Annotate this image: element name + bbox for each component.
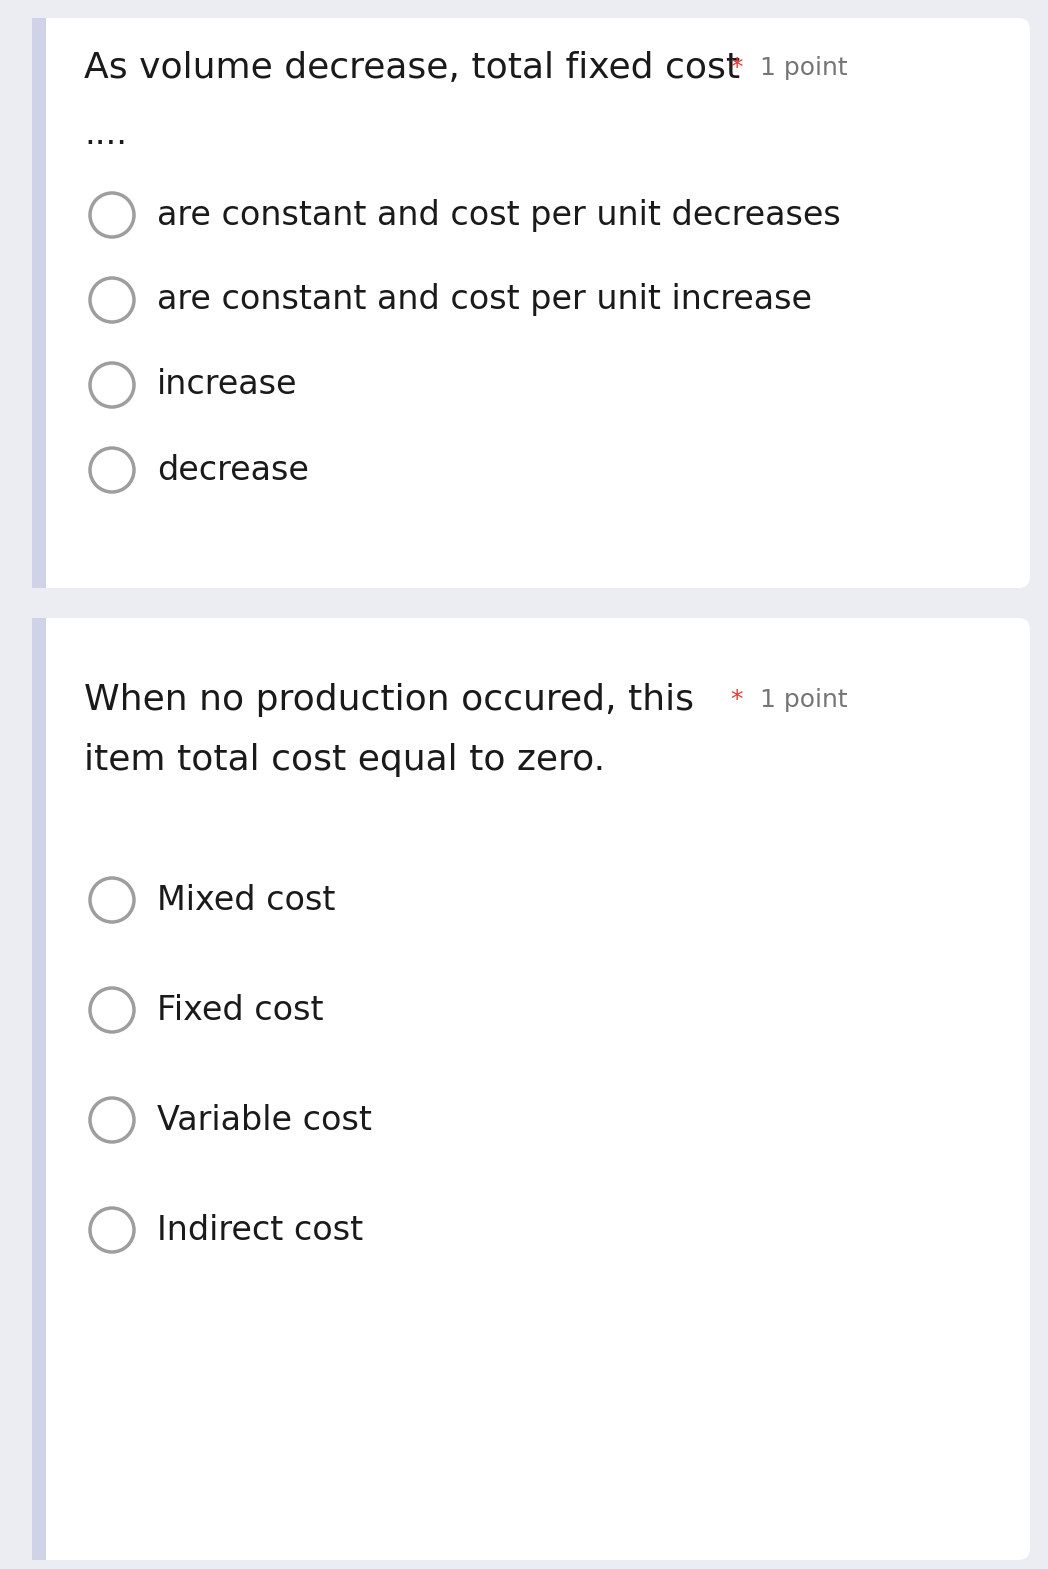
Text: Variable cost: Variable cost bbox=[157, 1103, 372, 1136]
Text: increase: increase bbox=[157, 369, 298, 402]
Text: ....: .... bbox=[84, 119, 127, 152]
Bar bbox=[32, 17, 46, 588]
Text: When no production occured, this: When no production occured, this bbox=[84, 683, 694, 717]
Bar bbox=[32, 618, 46, 1560]
Circle shape bbox=[90, 278, 134, 322]
FancyBboxPatch shape bbox=[32, 17, 1030, 588]
Text: Indirect cost: Indirect cost bbox=[157, 1213, 363, 1246]
Text: item total cost equal to zero.: item total cost equal to zero. bbox=[84, 744, 605, 777]
Text: As volume decrease, total fixed cost: As volume decrease, total fixed cost bbox=[84, 52, 740, 85]
Circle shape bbox=[90, 1098, 134, 1142]
Text: *: * bbox=[730, 56, 742, 80]
Text: *: * bbox=[730, 687, 742, 712]
Circle shape bbox=[90, 362, 134, 406]
Circle shape bbox=[90, 193, 134, 237]
Circle shape bbox=[90, 449, 134, 493]
Text: are constant and cost per unit increase: are constant and cost per unit increase bbox=[157, 284, 812, 317]
Circle shape bbox=[90, 1208, 134, 1252]
Circle shape bbox=[90, 988, 134, 1032]
Text: Mixed cost: Mixed cost bbox=[157, 883, 335, 916]
Text: Fixed cost: Fixed cost bbox=[157, 993, 324, 1026]
Text: are constant and cost per unit decreases: are constant and cost per unit decreases bbox=[157, 199, 840, 232]
Text: 1 point: 1 point bbox=[760, 687, 848, 712]
Text: decrease: decrease bbox=[157, 453, 309, 486]
FancyBboxPatch shape bbox=[32, 618, 1030, 1560]
Circle shape bbox=[90, 879, 134, 923]
Text: 1 point: 1 point bbox=[760, 56, 848, 80]
